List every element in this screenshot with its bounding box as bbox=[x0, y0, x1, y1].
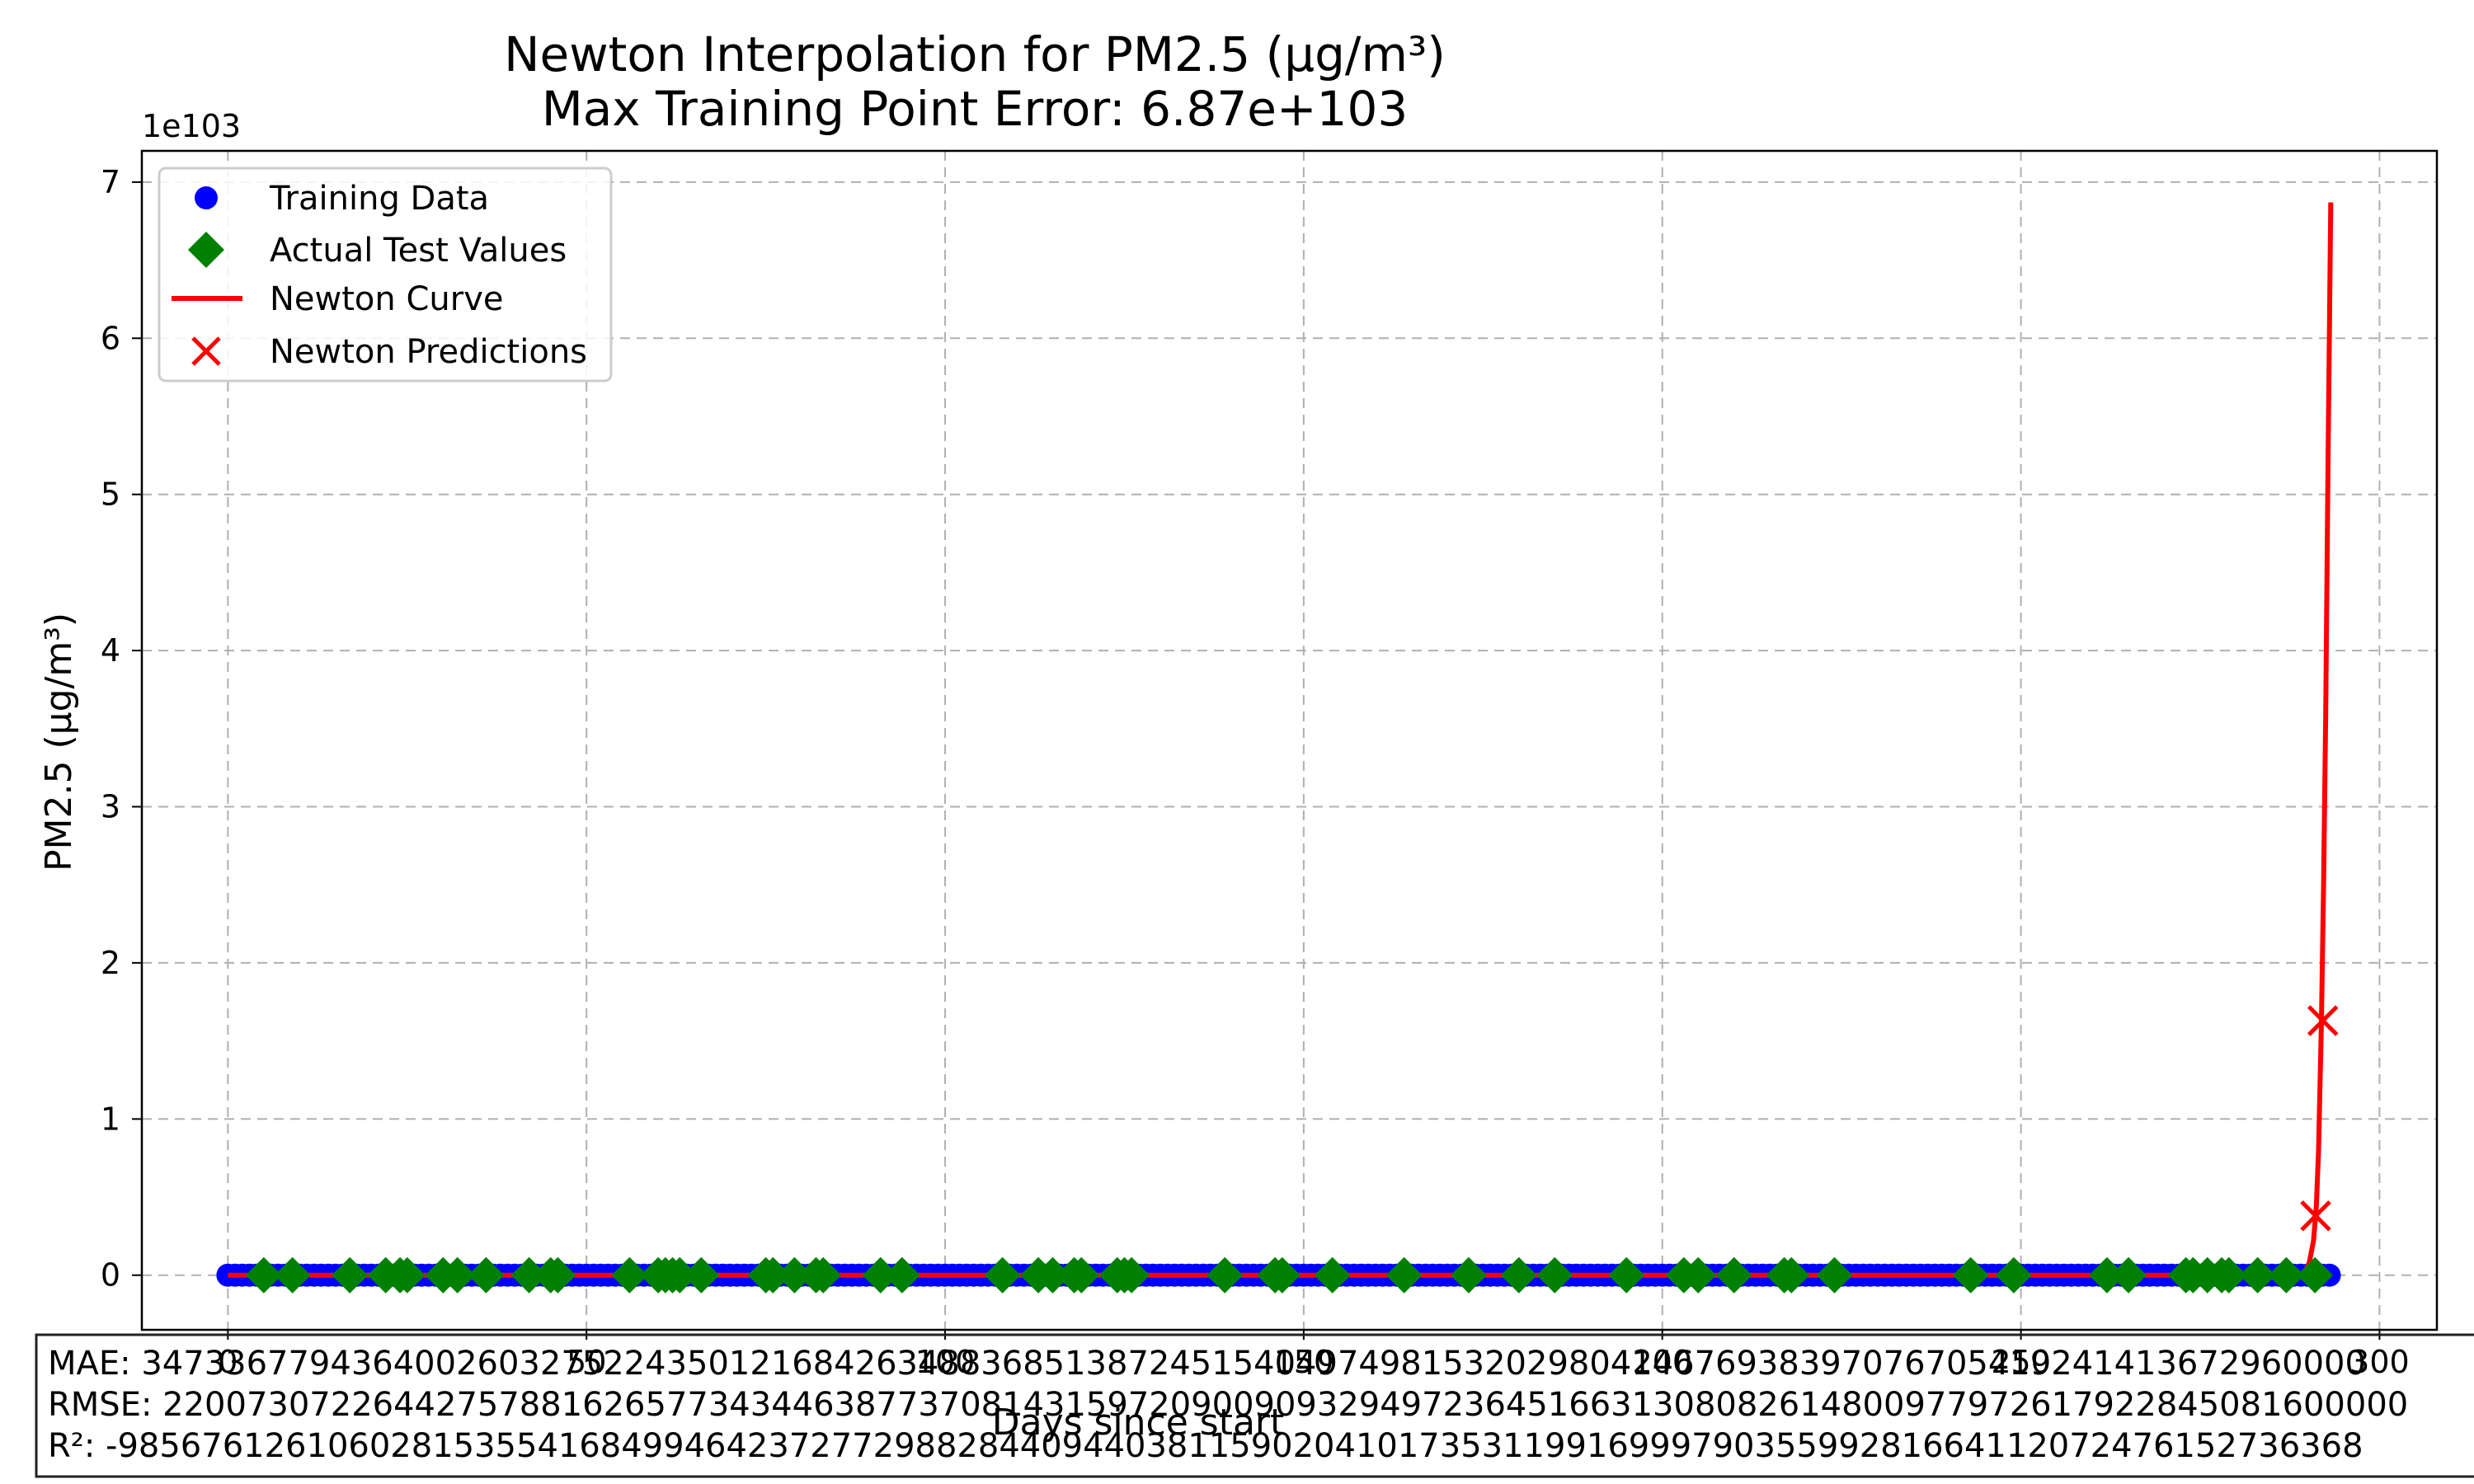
test-value-point bbox=[1034, 1256, 1071, 1294]
test-value-point bbox=[805, 1256, 842, 1294]
x-tick-label: 300 bbox=[2349, 1344, 2410, 1380]
newton-predictions-series bbox=[2300, 1005, 2339, 1232]
legend-box bbox=[158, 167, 613, 383]
legend-training-label: Training Data bbox=[269, 180, 489, 218]
metrics-rmse: RMSE: 2200730722644275788162657734344638… bbox=[48, 1386, 2408, 1424]
legend-training-marker bbox=[195, 186, 218, 209]
metrics-mae: MAE: 34733677943640026032752243501216842… bbox=[48, 1345, 2366, 1383]
prediction-stroke bbox=[2307, 1005, 2339, 1036]
test-value-point bbox=[468, 1256, 505, 1294]
test-value-point bbox=[1263, 1256, 1300, 1294]
test-value-point bbox=[1500, 1256, 1537, 1294]
y-axis-label: PM2.5 (μg/m³) bbox=[38, 613, 80, 871]
y-tick-label: 1 bbox=[101, 1101, 120, 1137]
x-tick-label: 50 bbox=[567, 1344, 606, 1380]
test-value-point bbox=[1715, 1256, 1752, 1294]
test-value-point bbox=[776, 1256, 813, 1294]
test-value-point bbox=[1952, 1256, 1989, 1294]
test-value-point bbox=[683, 1256, 720, 1294]
test-value-point bbox=[883, 1256, 920, 1294]
test-value-point bbox=[1536, 1256, 1573, 1294]
plot-area bbox=[216, 202, 2341, 1294]
chart-title: Newton Interpolation for PM2.5 (μg/m³) bbox=[504, 26, 1446, 82]
test-value-point bbox=[1773, 1256, 1810, 1294]
legend-prediction-marker bbox=[191, 336, 221, 366]
tick-labels: 0 50 100 150 200 250 300 0 1 2 3 4 5 6 7 bbox=[101, 164, 2410, 1380]
test-value-point bbox=[1385, 1256, 1423, 1294]
test-value-point bbox=[2268, 1256, 2305, 1294]
y-tick-label: 5 bbox=[101, 477, 120, 513]
test-value-point bbox=[388, 1256, 426, 1294]
x-tick-label: 0 bbox=[218, 1344, 238, 1380]
test-value-point bbox=[984, 1256, 1021, 1294]
legend-test-label: Actual Test Values bbox=[270, 232, 567, 270]
test-value-point bbox=[274, 1256, 311, 1294]
test-value-point bbox=[661, 1256, 698, 1294]
test-value-point bbox=[1995, 1256, 2032, 1294]
metrics-r2: R²: -98567612610602815355416849946423727… bbox=[48, 1427, 2363, 1465]
y-tick-label: 3 bbox=[101, 788, 120, 824]
test-value-point bbox=[2110, 1256, 2147, 1294]
x-tick-label: 150 bbox=[1274, 1344, 1334, 1380]
legend: Training Data Actual Test Values Newton … bbox=[158, 167, 613, 383]
prediction-point bbox=[2300, 1200, 2331, 1232]
test-value-point bbox=[755, 1256, 792, 1294]
y-tick-label: 0 bbox=[101, 1257, 120, 1294]
test-value-point bbox=[1063, 1256, 1100, 1294]
test-value-point bbox=[1816, 1256, 1853, 1294]
test-value-point bbox=[2088, 1256, 2125, 1294]
y-tick-label: 7 bbox=[101, 164, 120, 200]
test-value-point bbox=[1314, 1256, 1351, 1294]
legend-prediction-label: Newton Predictions bbox=[270, 333, 587, 371]
test-value-point bbox=[1113, 1256, 1150, 1294]
x-tick-label: 250 bbox=[1991, 1344, 2051, 1380]
actual-test-series bbox=[245, 1256, 2334, 1294]
x-tick-label: 100 bbox=[915, 1344, 976, 1380]
test-value-point bbox=[2210, 1256, 2247, 1294]
test-value-point bbox=[1206, 1256, 1244, 1294]
test-value-point bbox=[611, 1256, 648, 1294]
test-value-point bbox=[439, 1256, 476, 1294]
y-offset-label: 1e103 bbox=[142, 108, 241, 144]
test-value-point bbox=[862, 1256, 899, 1294]
legend-test-marker bbox=[188, 232, 224, 268]
chart-subtitle: Max Training Point Error: 6.87e+103 bbox=[542, 81, 1409, 137]
test-value-point bbox=[245, 1256, 282, 1294]
test-value-point bbox=[510, 1256, 548, 1294]
test-value-point bbox=[539, 1256, 576, 1294]
y-tick-label: 4 bbox=[101, 632, 120, 669]
y-tick-label: 2 bbox=[101, 945, 120, 981]
x-tick-label: 200 bbox=[1632, 1344, 1692, 1380]
test-value-point bbox=[1680, 1256, 1717, 1294]
prediction-point bbox=[2307, 1005, 2339, 1036]
test-value-point bbox=[1608, 1256, 1645, 1294]
prediction-stroke bbox=[2300, 1200, 2331, 1232]
metrics-box: MAE: 34733677943640026032752243501216842… bbox=[35, 1333, 2474, 1478]
legend-curve-label: Newton Curve bbox=[270, 280, 503, 318]
y-tick-label: 6 bbox=[101, 320, 120, 356]
x-axis-label: Days since start bbox=[992, 1402, 1285, 1444]
test-value-point bbox=[332, 1256, 369, 1294]
test-value-point bbox=[2297, 1256, 2334, 1294]
test-value-point bbox=[2239, 1256, 2276, 1294]
plot-frame bbox=[140, 149, 2439, 1331]
metrics-box-border bbox=[35, 1333, 2474, 1478]
test-value-point bbox=[1450, 1256, 1487, 1294]
